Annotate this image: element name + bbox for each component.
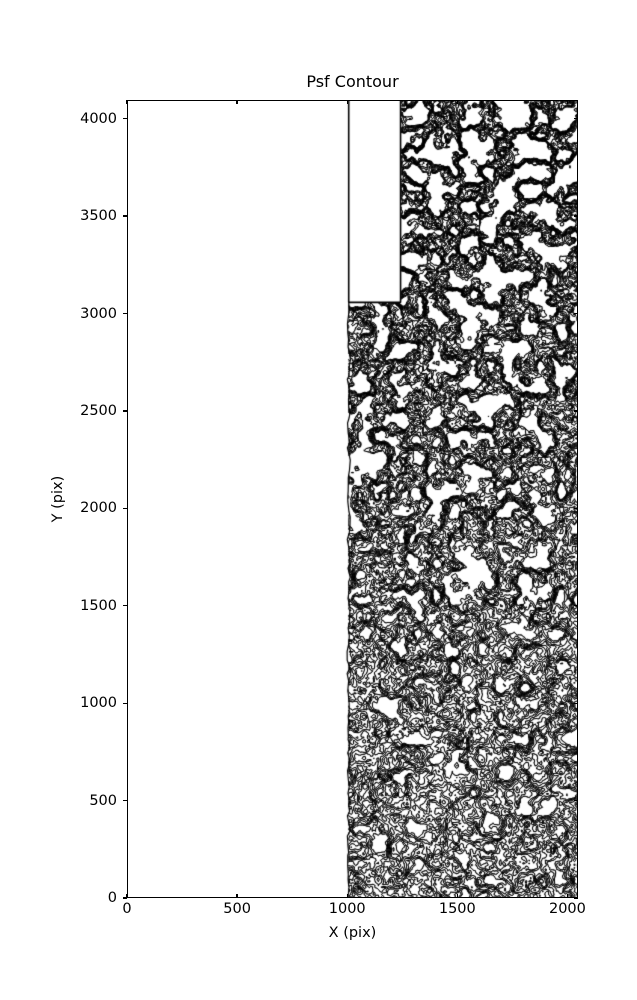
- x-axis-tick: [126, 894, 128, 898]
- x-axis-tick-top: [346, 100, 348, 104]
- x-axis-tick-label: 1000: [328, 901, 366, 917]
- y-axis-tick-label: 1000: [80, 695, 117, 712]
- x-axis-tick-top: [456, 100, 458, 104]
- contour-canvas: [128, 101, 577, 897]
- plot-axes-frame: [127, 100, 578, 898]
- y-axis-tick-right: [574, 605, 578, 607]
- y-axis-tick-label: 4000: [80, 110, 117, 127]
- y-axis-tick: [123, 410, 127, 412]
- y-axis-tick-right: [574, 215, 578, 217]
- y-axis-tick: [123, 799, 127, 802]
- x-axis-tick: [346, 894, 348, 898]
- y-axis-tick: [123, 118, 127, 120]
- y-axis-tick-right: [574, 702, 578, 704]
- y-axis-tick: [123, 897, 127, 899]
- y-axis-tick-label: 3000: [80, 305, 117, 322]
- y-axis-tick: [123, 312, 127, 315]
- contour-plot-area: [128, 101, 577, 897]
- y-axis-tick-right: [574, 507, 578, 509]
- x-axis-tick-label: 0: [122, 901, 132, 917]
- y-axis-tick: [123, 605, 127, 607]
- x-axis-tick-top: [566, 100, 569, 104]
- x-axis-tick-label: 500: [223, 901, 251, 917]
- x-axis-tick-label: 2000: [548, 901, 586, 917]
- y-axis-tick: [123, 215, 127, 217]
- x-axis-label: X (pix): [328, 925, 377, 941]
- y-axis-tick-right: [574, 312, 578, 315]
- y-axis-tick-label: 1500: [80, 597, 117, 614]
- y-axis-tick-label: 500: [89, 792, 117, 809]
- x-axis-tick: [236, 894, 238, 898]
- y-axis-tick-right: [574, 799, 578, 802]
- y-axis-label: Y (pix): [50, 475, 66, 523]
- y-axis-tick-label: 0: [107, 890, 117, 906]
- y-axis-tick-label: 2000: [80, 500, 117, 517]
- y-axis-tick-label: 2500: [80, 402, 117, 419]
- y-axis-tick-label: 3500: [80, 208, 117, 225]
- y-axis-tick-right: [574, 897, 578, 899]
- x-axis-tick: [566, 894, 569, 898]
- y-axis-tick: [123, 507, 127, 509]
- y-axis-tick: [123, 702, 127, 704]
- page-title: Psf Contour: [306, 72, 399, 91]
- x-axis-tick-top: [236, 100, 238, 104]
- y-axis-tick-right: [574, 118, 578, 120]
- x-axis-tick: [456, 894, 458, 898]
- y-axis-tick-right: [574, 410, 578, 412]
- x-axis-tick-label: 1500: [438, 901, 476, 917]
- x-axis-tick-top: [126, 100, 128, 104]
